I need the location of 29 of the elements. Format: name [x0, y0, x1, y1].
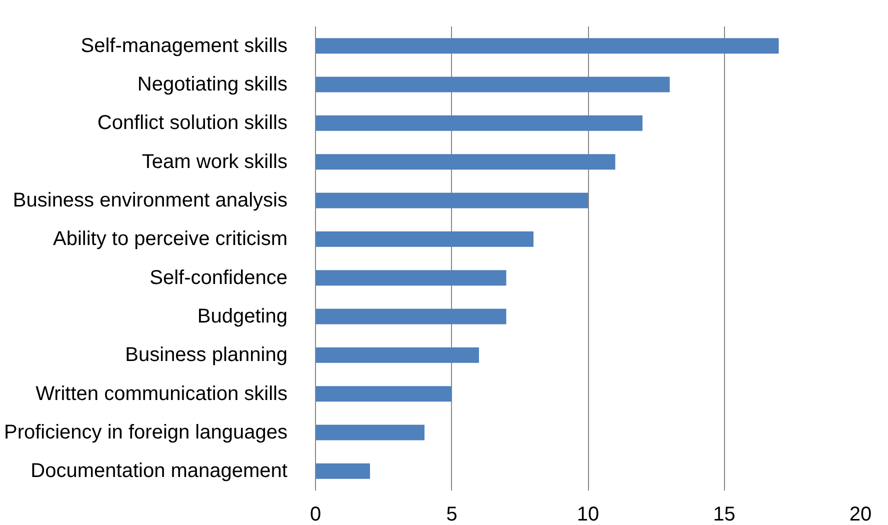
x-tick-label: 5: [446, 504, 458, 525]
x-tick-label: 10: [576, 504, 600, 525]
y-tick-label: Conflict solution skills: [97, 112, 288, 134]
y-tick-label: Proficiency in foreign languages: [4, 422, 288, 444]
bar: [316, 192, 588, 208]
y-tick-label: Team work skills: [142, 150, 288, 173]
bar: [316, 386, 452, 402]
y-tick-label: Ability to perceive criticism: [53, 228, 288, 250]
y-tick-label: Business environment analysis: [12, 190, 288, 212]
y-tick-label: Budgeting: [197, 306, 288, 328]
bar: [316, 347, 479, 363]
y-tick-label: Business planning: [125, 344, 288, 366]
x-tick-label: 0: [310, 504, 322, 525]
bar: [316, 463, 370, 479]
bar: [316, 308, 506, 324]
bar: [316, 76, 670, 92]
x-tick-label: 20: [849, 504, 872, 525]
y-tick-label: Self-confidence: [150, 266, 288, 289]
bar: [316, 270, 506, 286]
x-tick-label: 15: [713, 504, 736, 525]
bar: [316, 154, 616, 170]
bar: [316, 38, 779, 54]
y-tick-label: Written communication skills: [36, 382, 288, 405]
bar: [316, 115, 642, 131]
y-tick-label: Self-management skills: [80, 34, 288, 57]
bar: [316, 231, 534, 247]
bar: [316, 424, 424, 440]
y-tick-label: Negotiating skills: [137, 74, 288, 96]
y-tick-label: Documentation management: [30, 460, 288, 482]
